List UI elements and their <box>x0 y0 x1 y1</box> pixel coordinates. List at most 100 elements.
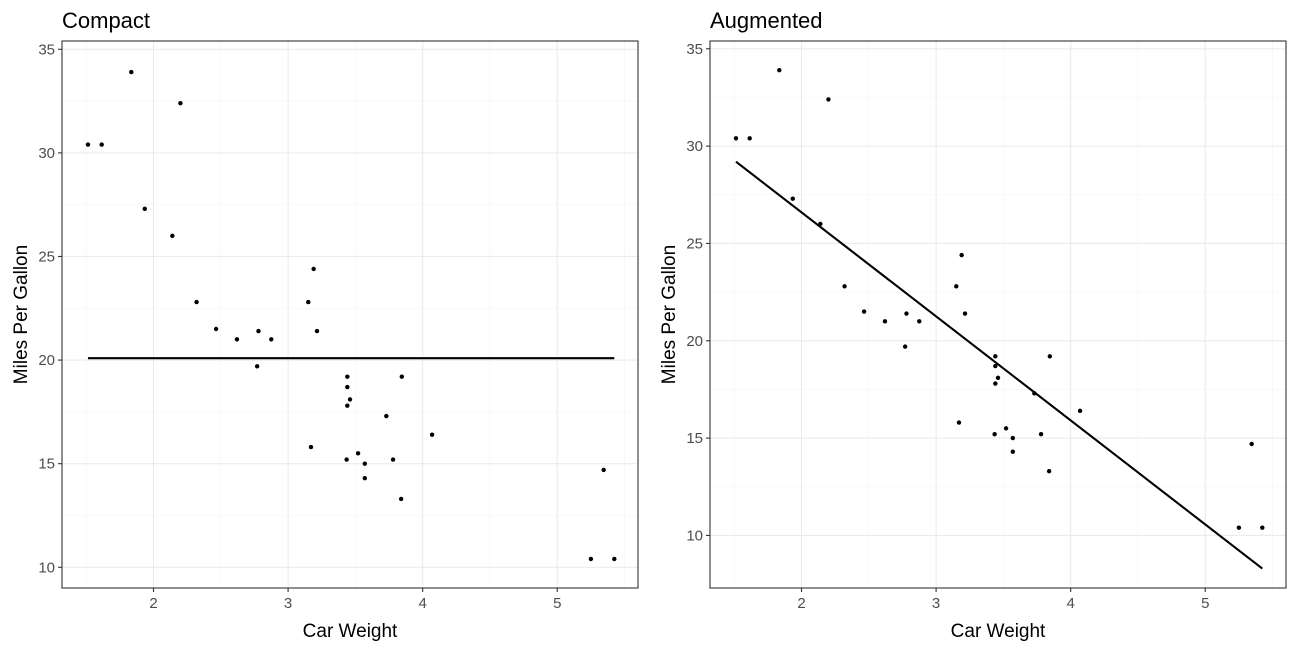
data-point <box>306 299 311 305</box>
data-point <box>601 467 606 473</box>
data-point <box>1003 426 1009 431</box>
grid <box>62 41 638 588</box>
data-point <box>917 319 922 324</box>
x-tick-label: 3 <box>284 595 292 612</box>
data-point <box>1260 525 1265 530</box>
data-point <box>142 206 147 212</box>
data-point <box>269 337 274 342</box>
data-point <box>254 364 260 369</box>
data-point <box>347 397 353 402</box>
panel-1: 2 3 4 5 10 15 20 25 30 35 Compact Car Weight Miles P… <box>11 8 639 642</box>
data-point <box>902 344 908 349</box>
x-tick-label: 4 <box>419 595 427 612</box>
data-point <box>1032 391 1037 396</box>
data-point <box>234 337 240 342</box>
chart-title: Compact <box>62 8 150 33</box>
data-point <box>962 311 968 316</box>
data-point <box>861 309 867 314</box>
data-point <box>355 451 361 456</box>
data-point <box>399 374 405 379</box>
grid <box>710 41 1286 588</box>
y-tick-label: 20 <box>686 333 703 350</box>
x-axis-label: Car Weight <box>303 621 398 642</box>
data-point <box>956 420 962 425</box>
x-tick-label: 5 <box>1201 595 1209 612</box>
data-point <box>213 326 219 332</box>
data-point <box>1236 525 1242 530</box>
data-point <box>993 381 998 386</box>
x-axis-label: Car Weight <box>951 621 1046 642</box>
data-point <box>390 457 396 462</box>
points <box>85 69 617 562</box>
chart-title: Augmented <box>710 8 823 33</box>
data-point <box>954 284 959 289</box>
fit-line <box>735 160 1263 570</box>
x-tick-label: 2 <box>149 595 157 612</box>
x-tick-label: 3 <box>932 595 940 612</box>
y-tick-label: 25 <box>38 248 55 265</box>
data-point <box>129 69 134 75</box>
y-tick-label: 15 <box>686 430 703 447</box>
x-tick-label: 2 <box>797 595 805 612</box>
panel-border <box>709 40 1287 589</box>
y-tick-label: 35 <box>38 41 55 58</box>
data-point <box>959 252 964 258</box>
y-axis-label: Miles Per Gallon <box>11 245 32 384</box>
points <box>733 67 1265 530</box>
x-tick-label: 4 <box>1067 595 1075 612</box>
data-point <box>194 299 199 305</box>
data-point <box>398 496 404 502</box>
data-point <box>904 311 909 316</box>
y-tick-label: 15 <box>38 456 55 473</box>
data-point <box>993 363 998 369</box>
x-tick-label: 5 <box>553 595 561 612</box>
data-point <box>308 444 314 450</box>
data-point <box>588 556 594 562</box>
data-point <box>1010 435 1016 441</box>
data-point <box>818 221 823 227</box>
data-point <box>170 233 175 238</box>
panel-border <box>61 40 639 589</box>
data-point <box>992 432 997 437</box>
data-point <box>384 413 389 419</box>
data-point <box>826 97 831 102</box>
data-point <box>362 475 368 481</box>
data-point <box>362 461 368 466</box>
data-point <box>345 403 350 408</box>
data-point <box>345 374 350 379</box>
data-point <box>882 319 888 324</box>
data-point <box>311 266 316 272</box>
data-point <box>345 384 350 390</box>
data-point <box>1047 354 1053 359</box>
data-point <box>612 556 617 562</box>
data-point <box>85 142 91 147</box>
data-point <box>1249 441 1254 447</box>
data-point <box>993 354 998 359</box>
data-point <box>314 328 320 334</box>
data-point <box>995 375 1001 380</box>
data-point <box>256 328 261 334</box>
data-point <box>429 432 435 437</box>
data-point <box>1010 449 1016 454</box>
data-point <box>777 67 782 73</box>
data-point <box>178 100 183 106</box>
y-tick-label: 30 <box>686 138 703 155</box>
data-point <box>733 136 739 141</box>
data-point <box>1077 408 1083 414</box>
panel-2: 2 3 4 5 10 15 20 25 30 35 Augmented Car Weight Miles… <box>659 8 1287 642</box>
data-point <box>344 457 349 462</box>
data-point <box>747 136 752 141</box>
y-tick-label: 10 <box>686 527 703 544</box>
data-point <box>790 196 795 201</box>
y-axis-label: Miles Per Gallon <box>659 245 680 384</box>
data-point <box>1038 432 1044 437</box>
y-tick-label: 35 <box>686 41 703 58</box>
y-tick-label: 30 <box>38 145 55 162</box>
y-tick-label: 20 <box>38 352 55 369</box>
y-tick-label: 25 <box>686 235 703 252</box>
y-tick-label: 10 <box>38 559 55 576</box>
data-point <box>842 284 847 289</box>
data-point <box>1046 469 1052 474</box>
data-point <box>99 142 104 147</box>
